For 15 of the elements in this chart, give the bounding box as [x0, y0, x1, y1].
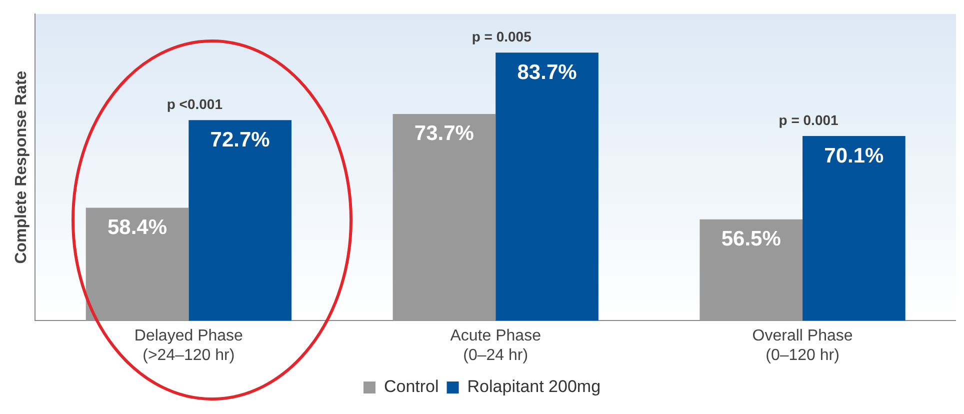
x-tick-label: Delayed Phase (>24–120 hr): [134, 328, 244, 364]
data-label: 58.4%: [107, 216, 168, 240]
annotation: p = 0.001: [778, 112, 839, 128]
data-label: 70.1%: [824, 144, 884, 168]
data-label: 83.7%: [517, 60, 578, 84]
data-label: 73.7%: [414, 122, 474, 146]
y-axis-title: Complete Response Rate: [13, 70, 30, 264]
x-tick-label: Acute Phase (0–24 hr): [450, 328, 542, 364]
x-tick-label: Overall Phase (0–120 hr): [752, 328, 853, 364]
data-label: 72.7%: [210, 128, 270, 152]
legend-label: Rolapitant 200mg: [467, 377, 601, 396]
annotation: p = 0.005: [472, 28, 532, 44]
legend-label: Control: [384, 377, 439, 396]
data-label: 56.5%: [721, 228, 782, 251]
annotation: p <0.001: [166, 96, 223, 112]
